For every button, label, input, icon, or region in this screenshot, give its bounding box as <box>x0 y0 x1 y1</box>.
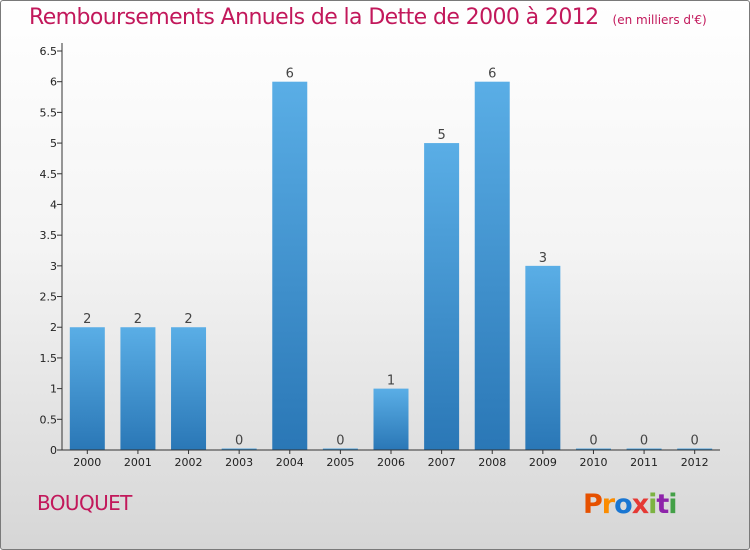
x-tick-label: 2003 <box>225 456 253 469</box>
y-tick-label: 3.5 <box>40 229 58 242</box>
x-tick-label: 2005 <box>326 456 354 469</box>
bar <box>70 327 105 450</box>
y-tick-label: 0 <box>50 444 57 457</box>
data-label: 0 <box>589 434 597 449</box>
y-tick-label: 5.5 <box>40 106 58 119</box>
x-tick-label: 2010 <box>579 456 607 469</box>
bar <box>272 82 307 450</box>
y-tick-label: 4.5 <box>40 168 58 181</box>
y-tick-label: 2 <box>50 321 57 334</box>
x-tick-label: 2008 <box>478 456 506 469</box>
y-tick-label: 0.5 <box>40 413 58 426</box>
bar <box>171 327 206 450</box>
x-tick-label: 2007 <box>428 456 456 469</box>
x-tick-label: 2004 <box>276 456 304 469</box>
x-tick-label: 2012 <box>681 456 709 469</box>
data-label: 6 <box>286 67 294 82</box>
bar <box>374 389 409 450</box>
y-tick-label: 1 <box>50 383 57 396</box>
x-tick-label: 2000 <box>73 456 101 469</box>
y-tick-label: 1.5 <box>40 352 58 365</box>
y-tick-label: 3 <box>50 260 57 273</box>
data-label: 0 <box>691 434 699 449</box>
data-label: 1 <box>387 374 395 389</box>
data-label: 0 <box>336 434 344 449</box>
data-label: 0 <box>640 434 648 449</box>
data-label: 3 <box>539 251 547 266</box>
x-tick-label: 2002 <box>175 456 203 469</box>
x-tick-label: 2009 <box>529 456 557 469</box>
x-tick-label: 2006 <box>377 456 405 469</box>
bars-group: 2 2 2 0 6 0 1 5 6 3 0 0 0 <box>70 67 712 450</box>
x-tick-label: 2001 <box>124 456 152 469</box>
bar <box>475 82 510 450</box>
bar <box>120 327 155 450</box>
data-label: 5 <box>437 128 445 143</box>
data-label: 0 <box>235 434 243 449</box>
data-label: 2 <box>184 312 192 327</box>
data-label: 2 <box>134 312 142 327</box>
bar <box>424 143 459 450</box>
y-tick-label: 6.5 <box>40 45 58 58</box>
bar <box>525 266 560 450</box>
data-label: 6 <box>488 67 496 82</box>
y-tick-label: 6 <box>50 76 57 89</box>
y-tick-label: 5 <box>50 137 57 150</box>
data-label: 2 <box>83 312 91 327</box>
x-tick-label: 2011 <box>630 456 658 469</box>
y-tick-label: 2.5 <box>40 291 58 304</box>
y-tick-label: 4 <box>50 198 57 211</box>
